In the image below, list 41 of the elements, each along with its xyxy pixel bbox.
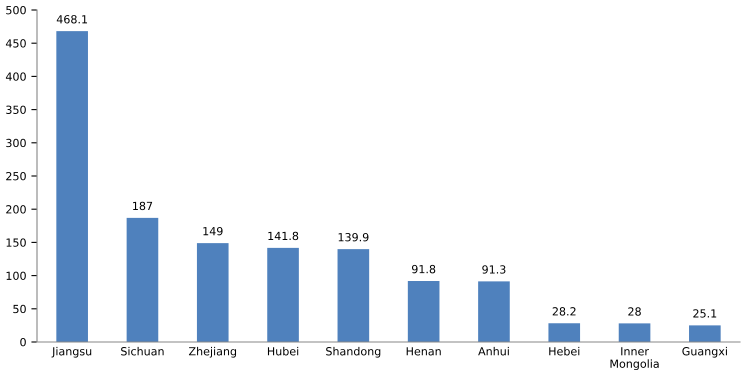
y-tick-label: 400 (6, 72, 26, 81)
bar (126, 218, 158, 342)
x-tick-label: Jiangsu (52, 346, 92, 358)
data-label: 139.9 (338, 232, 368, 242)
x-tick-label: Inner Mongolia (610, 347, 659, 370)
x-tick-label: Shandong (326, 346, 380, 358)
y-tick-label: 450 (6, 39, 26, 48)
bar (618, 323, 650, 342)
y-tick-label: 500 (6, 6, 26, 14)
x-tick-label: Guangxi (682, 346, 727, 358)
y-tick-label: 350 (6, 106, 26, 114)
data-label: 149 (203, 226, 223, 236)
bar (267, 248, 299, 342)
data-label: 91.3 (482, 265, 506, 274)
x-tick-label: Henan (406, 347, 441, 356)
y-tick-label: 300 (6, 138, 26, 148)
data-label: 91.8 (412, 264, 436, 274)
y-tick-label: 0 (20, 338, 26, 346)
x-tick-label: Zhejiang (188, 346, 236, 358)
bar (56, 31, 88, 342)
bar (478, 281, 510, 342)
y-tick-label: 150 (6, 238, 26, 247)
y-tick-label: 200 (6, 205, 26, 214)
data-label: 25.1 (693, 309, 716, 318)
x-tick-label: Anhui (478, 346, 509, 356)
y-tick-label: 50 (13, 304, 26, 314)
x-tick-label: Sichuan (121, 346, 164, 356)
x-tick-label: Hubei (268, 346, 298, 356)
bar (338, 249, 370, 342)
data-label: 28.2 (552, 307, 576, 316)
y-tick-label: 100 (6, 272, 26, 280)
x-tick-label: Hebei (549, 346, 580, 356)
bar (548, 323, 580, 342)
bar (408, 281, 440, 342)
bar (196, 243, 229, 342)
data-label: 187 (133, 202, 152, 210)
data-label: 468.1 (56, 15, 88, 24)
data-label: 141.8 (268, 232, 298, 240)
bar (689, 325, 721, 342)
data-label: 28 (628, 307, 641, 316)
y-tick-label: 250 (6, 172, 26, 180)
